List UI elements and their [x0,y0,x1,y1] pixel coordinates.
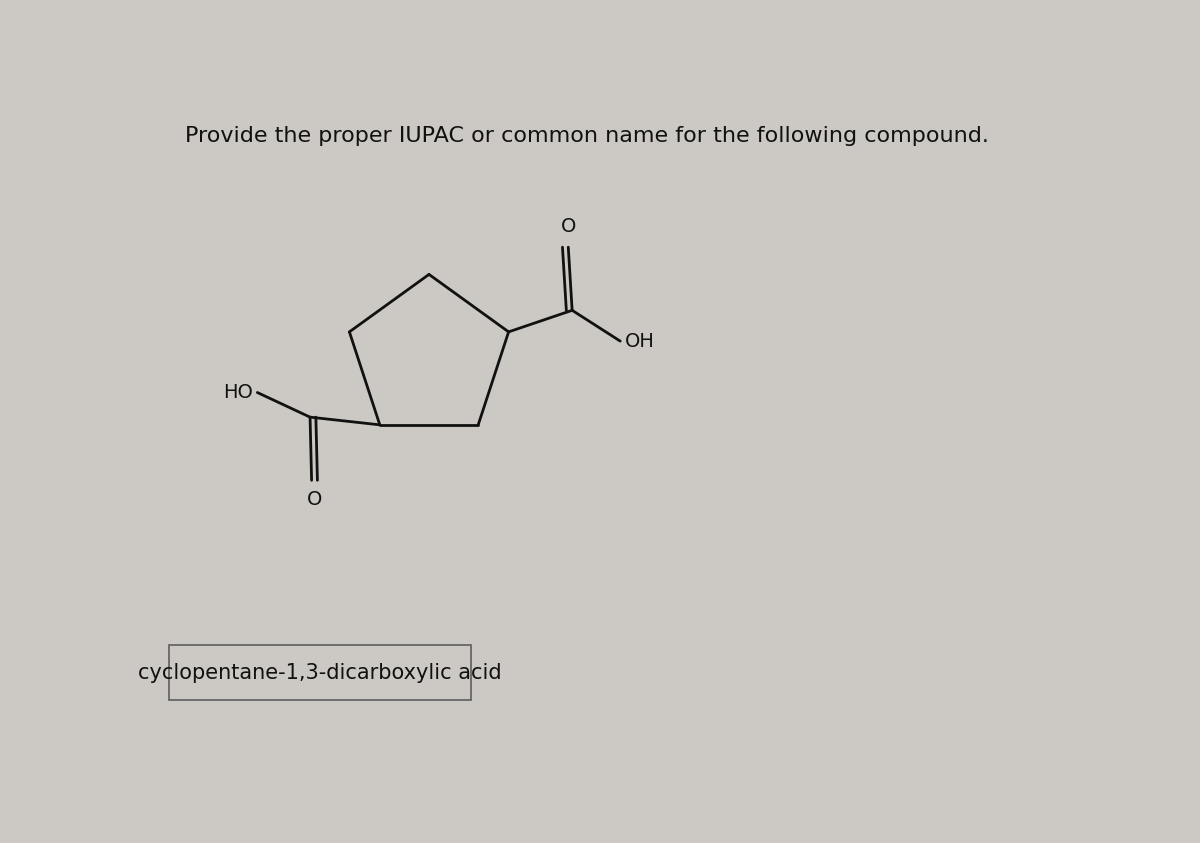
FancyBboxPatch shape [168,645,470,701]
Text: O: O [307,490,323,508]
Text: Provide the proper IUPAC or common name for the following compound.: Provide the proper IUPAC or common name … [185,126,989,146]
Text: OH: OH [625,331,655,351]
Text: HO: HO [223,383,253,402]
Text: O: O [560,217,576,236]
Text: cyclopentane-1,3-dicarboxylic acid: cyclopentane-1,3-dicarboxylic acid [138,663,502,683]
